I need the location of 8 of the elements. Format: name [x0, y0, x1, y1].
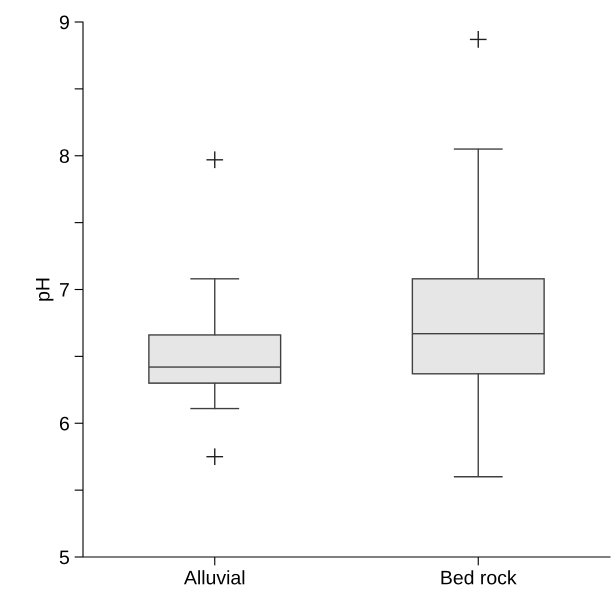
y-tick-label: 6: [60, 416, 69, 430]
x-tick-label: Alluvial: [184, 570, 244, 584]
y-axis-title: pH: [36, 278, 54, 301]
y-tick-label: 8: [60, 149, 69, 163]
y-tick-label: 9: [60, 15, 69, 30]
x-tick-label: Bed rock: [441, 570, 517, 584]
y-tick-label: 7: [60, 283, 69, 297]
y-tick-label: 5: [60, 550, 69, 564]
